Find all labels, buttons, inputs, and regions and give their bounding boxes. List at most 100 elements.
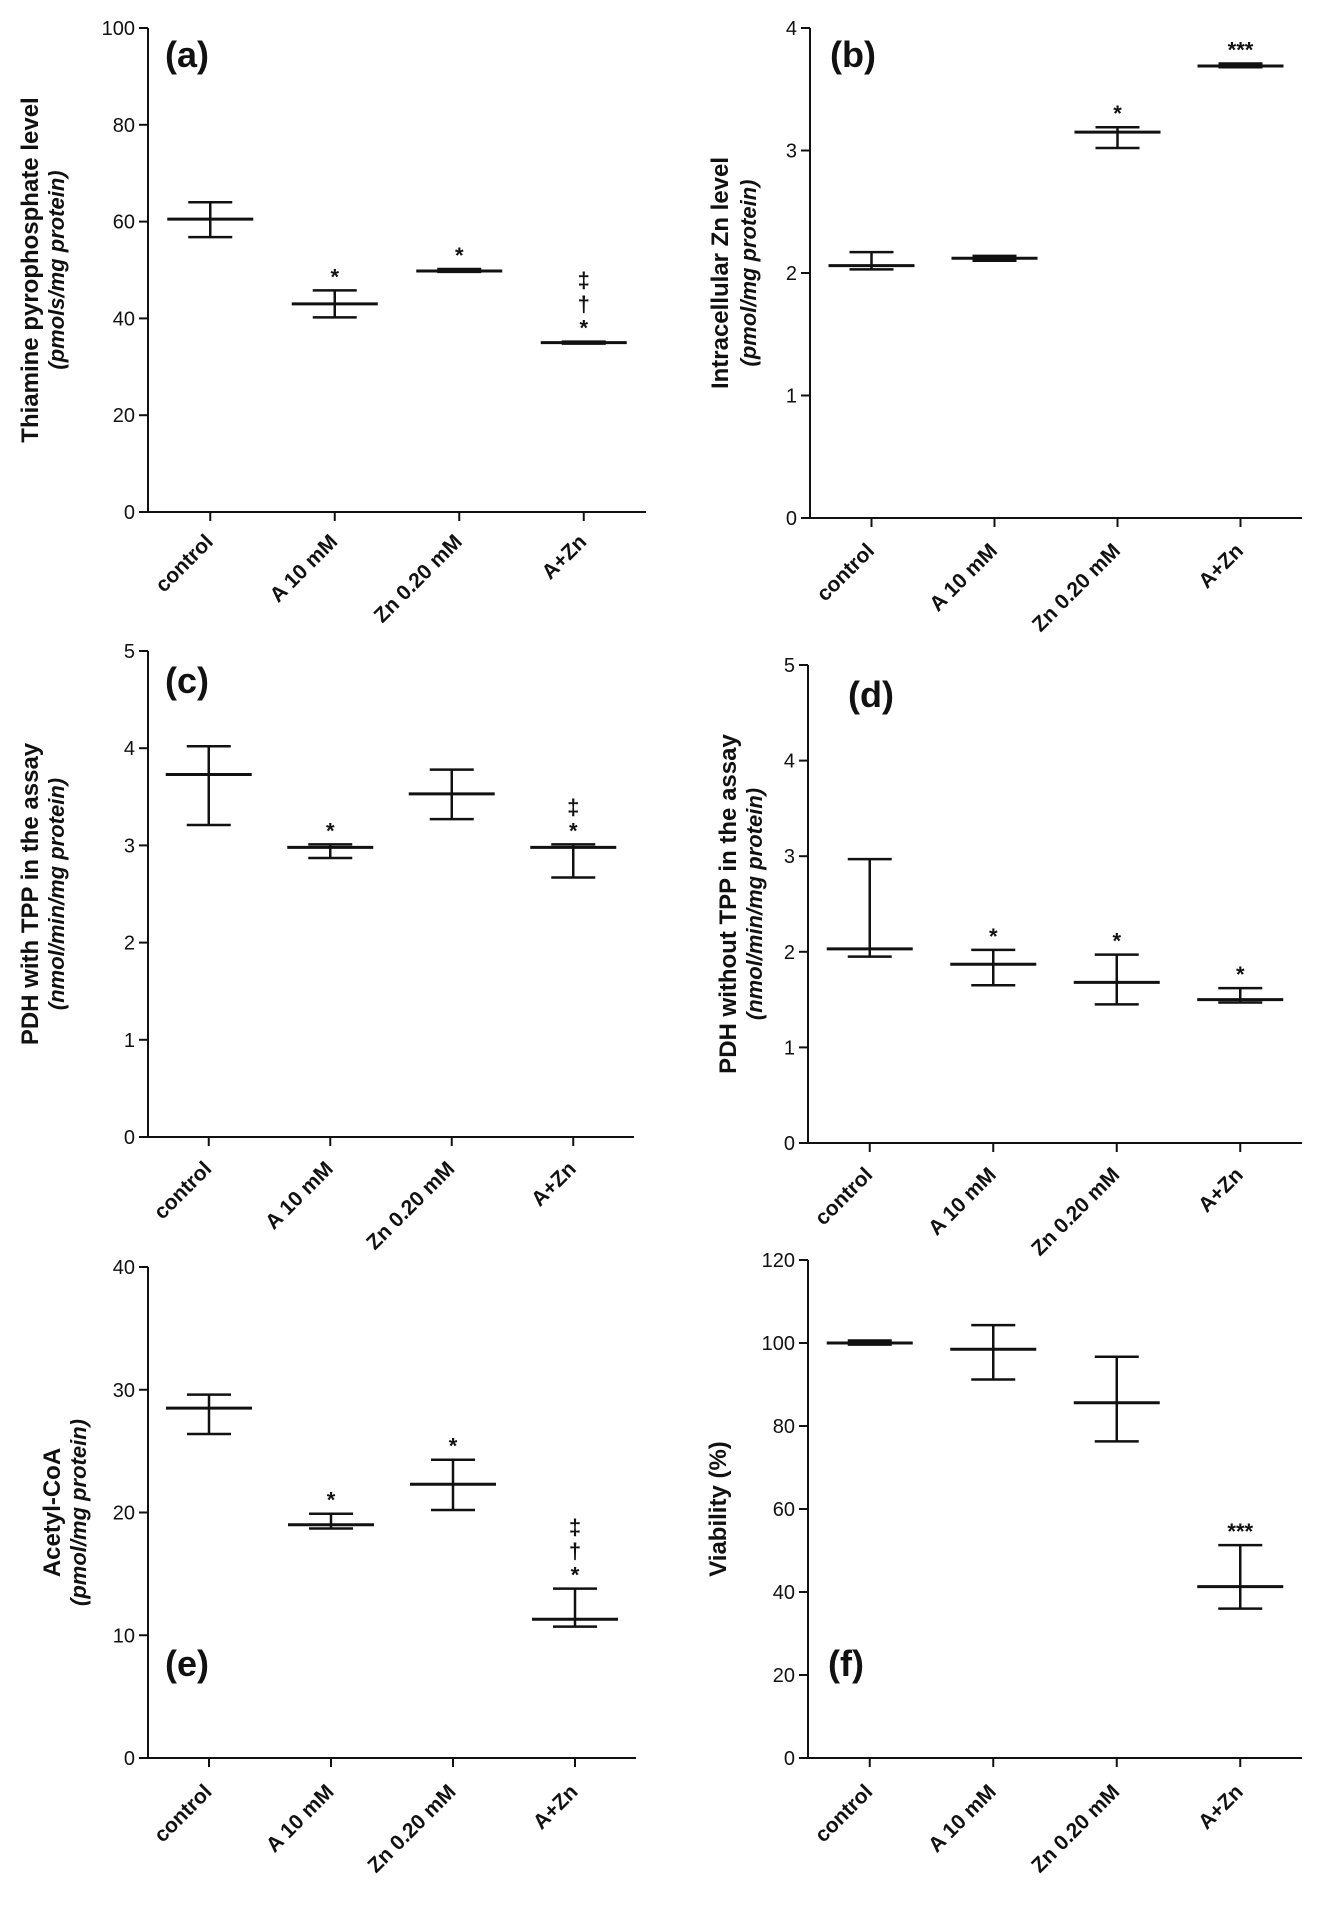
y-tick-label: 40 <box>113 1257 135 1279</box>
y-axis-units: (pmol/mg protein) <box>736 180 761 367</box>
x-tick-label: A+Zn <box>537 530 591 584</box>
y-tick-label: 3 <box>786 141 797 163</box>
y-tick-label: 1 <box>786 386 797 408</box>
y-tick-label: 40 <box>773 1582 795 1604</box>
y-tick-label: 4 <box>124 738 135 760</box>
panel-e: 0 10 20 30 40 control A 10 mM Zn 0.20 mM A+Zn Ace… <box>39 1257 636 1877</box>
data-mark-3: * <box>416 243 503 274</box>
y-tick-label: 2 <box>786 263 797 285</box>
significance-mark: ‡ <box>569 1515 581 1540</box>
data-mark-3 <box>408 768 495 821</box>
data-mark-4: *†‡ <box>532 1515 618 1628</box>
x-tick-label: A 10 mM <box>262 1780 339 1857</box>
y-tick-label: 40 <box>113 308 135 330</box>
significance-mark: * <box>1112 929 1121 954</box>
panel-c: 0 1 2 3 4 5 control A 10 mM Zn 0.20 mM A+Zn PDH wi… <box>17 641 634 1254</box>
panel-label: (d) <box>848 674 894 715</box>
y-tick-label: 100 <box>762 1333 795 1355</box>
significance-mark: * <box>579 316 588 341</box>
significance-mark: ‡ <box>567 794 579 819</box>
y-tick-label: 0 <box>124 502 135 524</box>
y-axis-units: (nmol/min/mg protein) <box>742 788 767 1020</box>
significance-mark: † <box>569 1539 581 1564</box>
y-tick-label: 0 <box>124 1748 135 1770</box>
data-mark-4: *†‡ <box>540 268 627 345</box>
y-axis-title: PDH with TPP in the assay <box>17 742 44 1045</box>
y-tick-label: 0 <box>784 1133 795 1155</box>
y-tick-label: 0 <box>124 1127 135 1149</box>
y-axis-units: (nmol/min/mg protein) <box>44 778 69 1010</box>
x-tick-label: A 10 mM <box>924 1780 1001 1857</box>
y-axis-title: Intracellular Zn level <box>707 157 734 389</box>
x-tick-label: Zn 0.20 mM <box>370 530 467 627</box>
y-tick-label: 1 <box>124 1030 135 1052</box>
data-mark-1 <box>828 250 915 271</box>
data-mark-3: * <box>410 1434 496 1512</box>
y-tick-label: 20 <box>113 1503 135 1525</box>
data-mark-2 <box>951 254 1038 262</box>
y-tick-label: 5 <box>124 641 135 663</box>
significance-mark: *** <box>1227 1519 1253 1544</box>
y-tick-label: 0 <box>786 508 797 530</box>
y-tick-label: 2 <box>784 942 795 964</box>
y-axis-units: (pmol/mg protein) <box>66 1419 91 1606</box>
significance-mark: * <box>571 1563 580 1588</box>
y-tick-label: 60 <box>113 212 135 234</box>
y-tick-label: 2 <box>124 933 135 955</box>
data-mark-1 <box>826 857 913 958</box>
x-tick-label: Zn 0.20 mM <box>363 1780 460 1877</box>
y-axis-title: Thiamine pyrophosphate level <box>17 97 44 442</box>
x-tick-label: Zn 0.20 mM <box>1027 1780 1124 1877</box>
x-tick-label: A+Zn <box>529 1780 583 1834</box>
x-tick-label: A+Zn <box>1194 1163 1248 1217</box>
x-tick-label: A 10 mM <box>261 1157 338 1234</box>
data-mark-1 <box>167 200 254 239</box>
significance-mark: * <box>449 1434 458 1459</box>
y-tick-label: 80 <box>113 115 135 137</box>
data-mark-4: *** <box>1197 38 1284 69</box>
panel-label: (b) <box>830 34 876 75</box>
panel-label: (c) <box>165 660 209 701</box>
y-axis-title: PDH without TPP in the assay <box>715 734 742 1074</box>
panel-a: 0 20 40 60 80 100 control A 10 mM Zn 0.20 mM A+Zn… <box>17 18 646 627</box>
y-tick-label: 60 <box>773 1499 795 1521</box>
y-tick-label: 10 <box>113 1625 135 1647</box>
data-mark-4: *‡ <box>530 794 617 879</box>
x-tick-label: control <box>812 539 879 606</box>
panel-b: 0 1 2 3 4 control A 10 mM Zn 0.20 mM A+Zn Intrace… <box>707 18 1302 636</box>
significance-mark: * <box>326 818 335 843</box>
y-axis-title: Acetyl-CoA <box>39 1448 66 1577</box>
data-mark-1 <box>166 1393 252 1436</box>
y-tick-label: 30 <box>113 1380 135 1402</box>
significance-mark: * <box>989 924 998 949</box>
y-axis-title: Viability (%) <box>705 1441 732 1577</box>
x-tick-label: A+Zn <box>1194 539 1248 593</box>
x-tick-label: A+Zn <box>527 1157 581 1211</box>
data-mark-3: * <box>1073 929 1160 1006</box>
data-mark-2: * <box>950 924 1037 987</box>
y-tick-label: 20 <box>773 1665 795 1687</box>
x-tick-label: control <box>811 1780 878 1847</box>
significance-mark: ‡ <box>578 268 590 293</box>
x-tick-label: Zn 0.20 mM <box>1027 1163 1124 1260</box>
x-tick-label: Zn 0.20 mM <box>1028 539 1125 636</box>
data-mark-4: *** <box>1197 1519 1284 1610</box>
y-axis-units: (pmols/mg protein) <box>44 170 69 369</box>
y-tick-label: 5 <box>784 655 795 677</box>
data-mark-2: * <box>288 1488 374 1530</box>
y-tick-label: 3 <box>784 846 795 868</box>
y-tick-label: 0 <box>784 1748 795 1770</box>
data-mark-2: * <box>287 818 374 860</box>
x-tick-label: control <box>151 530 218 597</box>
y-tick-label: 4 <box>786 18 797 40</box>
panel-f: 0 20 40 60 80 100 120 control A 10 mM Zn 0.20 mM A… <box>705 1250 1302 1877</box>
significance-mark: *** <box>1228 38 1254 63</box>
y-tick-label: 3 <box>124 835 135 857</box>
significance-mark: * <box>1113 101 1122 126</box>
x-tick-label: control <box>811 1163 878 1230</box>
y-tick-label: 80 <box>773 1416 795 1438</box>
x-tick-label: A 10 mM <box>924 1163 1001 1240</box>
data-mark-2 <box>950 1323 1037 1381</box>
x-tick-label: control <box>150 1157 217 1224</box>
